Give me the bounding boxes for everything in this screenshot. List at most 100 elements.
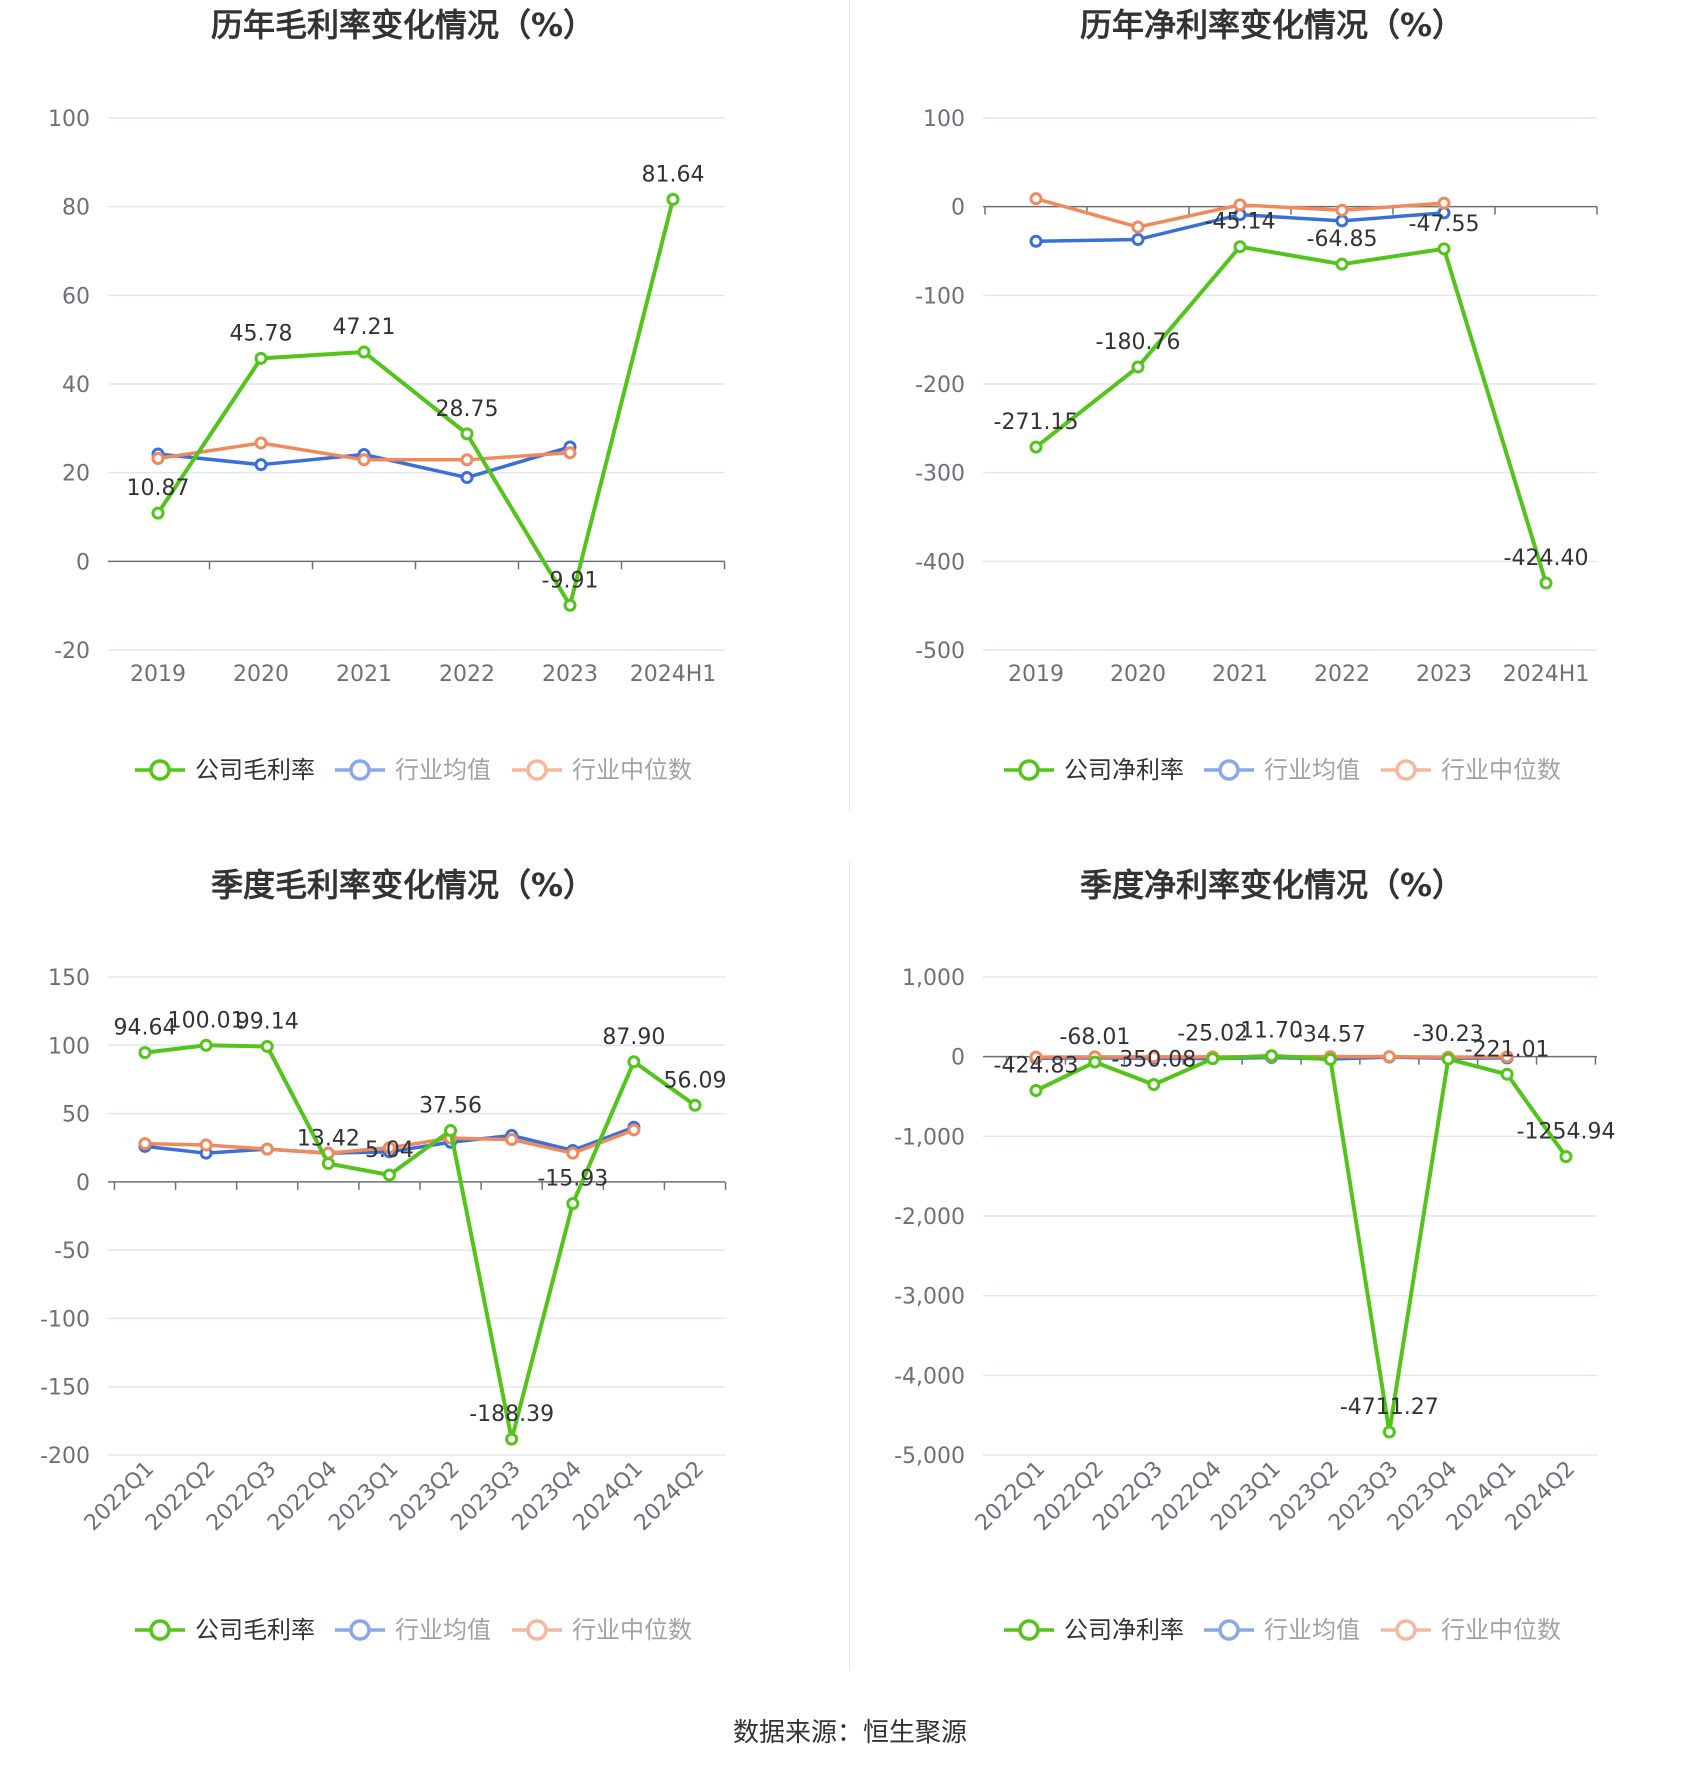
data-point-industry_median (254, 436, 268, 450)
y-tick-label: -1,000 (894, 1125, 965, 1150)
y-tick-label: -500 (915, 639, 965, 664)
legend-label: 公司净利率 (1064, 1616, 1184, 1644)
data-point-industry_median (1147, 1050, 1161, 1064)
data-label: -15.93 (537, 1167, 608, 1192)
vertical-divider-top (849, 0, 850, 810)
data-point-company (460, 427, 474, 441)
data-point-industry_avg (1029, 234, 1043, 248)
data-point-company (151, 506, 165, 520)
data-point-company (688, 1098, 702, 1112)
data-label: -25.02 (1177, 1022, 1248, 1047)
data-point-company (357, 345, 371, 359)
data-point-industry_avg (254, 458, 268, 472)
y-tick-label: -200 (915, 373, 965, 398)
data-label: -30.23 (1413, 1022, 1484, 1047)
data-point-company (1029, 1084, 1043, 1098)
data-point-company (1382, 1425, 1396, 1439)
data-point-company (260, 1039, 274, 1053)
legend-item-industry_avg: 行业均值 (335, 1616, 491, 1644)
y-tick-label: -20 (54, 639, 90, 664)
legend-label: 行业中位数 (1441, 756, 1561, 784)
legend-label: 行业均值 (395, 756, 491, 784)
data-point-company (1265, 1049, 1279, 1063)
x-tick-label: 2023 (1416, 662, 1472, 687)
data-point-company (666, 192, 680, 206)
x-tick-label: 2024H1 (630, 662, 717, 687)
data-label: 45.78 (230, 321, 293, 346)
y-tick-label: 0 (76, 1171, 90, 1196)
data-point-company (1323, 1052, 1337, 1066)
data-point-industry_median (1029, 1050, 1043, 1064)
data-point-industry_median (505, 1133, 519, 1147)
data-point-company (1500, 1067, 1514, 1081)
chart-panel-4: 季度净利率变化情况（%） -5,000 -4,000 -3,000 -2,000 -1,0… (894, 866, 1615, 1644)
x-tick-label: 2023 (542, 662, 598, 687)
data-label: 81.64 (642, 162, 705, 187)
data-point-company (1029, 440, 1043, 454)
data-label: -180.76 (1096, 330, 1181, 355)
data-point-company (563, 598, 577, 612)
chart-title: 季度毛利率变化情况（%） (211, 866, 595, 904)
data-source-note: 数据来源：恒生聚源 (732, 1718, 967, 1748)
x-tick-label: 2019 (1008, 662, 1064, 687)
x-tick-label: 2024H1 (1503, 662, 1590, 687)
data-point-company (444, 1124, 458, 1138)
data-label: 11.70 (1240, 1019, 1303, 1044)
y-tick-label: -4,000 (894, 1364, 965, 1389)
legend-item-company: 公司毛利率 (135, 1616, 315, 1644)
data-label: -221.01 (1465, 1037, 1550, 1062)
data-label: 87.90 (602, 1025, 665, 1050)
data-point-company (505, 1432, 519, 1446)
data-label: 5.04 (365, 1138, 414, 1163)
series-line-company (144, 1043, 697, 1442)
data-point-industry_median (566, 1146, 580, 1160)
chart-title: 季度净利率变化情况（%） (1080, 866, 1464, 904)
data-label: 56.09 (664, 1068, 727, 1093)
y-tick-label: -150 (40, 1376, 90, 1401)
legend-swatch-marker (149, 1619, 171, 1641)
legend-item-industry_avg: 行业均值 (335, 756, 491, 784)
legend-swatch-marker (526, 759, 548, 781)
data-label: -188.39 (469, 1402, 554, 1427)
x-tick-label: 2019 (130, 662, 186, 687)
legend-label: 行业中位数 (572, 1616, 692, 1644)
chart-panel-2: 历年净利率变化情况（%） -500 -400 -300 -200 -100 0 100 2019… (915, 6, 1598, 784)
x-tick-label: 2020 (233, 662, 289, 687)
legend-label: 行业均值 (395, 1616, 491, 1644)
series-line-company (1034, 244, 1548, 584)
y-tick-label: -200 (40, 1444, 90, 1469)
data-point-industry_avg (1335, 214, 1349, 228)
data-label: 37.56 (419, 1094, 482, 1119)
data-label: 10.87 (127, 476, 190, 501)
data-point-industry_median (563, 446, 577, 460)
series-line-company (1035, 1053, 1568, 1434)
data-label: -350.08 (1111, 1048, 1196, 1073)
data-point-industry_median (627, 1123, 641, 1137)
data-label: 100.01 (168, 1008, 245, 1033)
data-point-company (1335, 257, 1349, 271)
x-tick-label: 2021 (1212, 662, 1268, 687)
legend-swatch-marker (149, 759, 171, 781)
data-point-company (566, 1197, 580, 1211)
series-line-company (156, 198, 675, 608)
y-tick-label: 20 (62, 462, 90, 487)
x-tick-label: 2022 (1314, 662, 1370, 687)
legend-label: 行业均值 (1264, 756, 1360, 784)
legend-swatch-marker (1395, 1619, 1417, 1641)
data-point-company (199, 1038, 213, 1052)
data-point-company (1233, 240, 1247, 254)
data-label: 47.21 (333, 315, 396, 340)
data-label: 94.64 (114, 1016, 177, 1041)
data-point-industry_avg (460, 471, 474, 485)
legend-item-company: 公司毛利率 (135, 756, 315, 784)
data-point-industry_median (199, 1138, 213, 1152)
y-tick-label: 0 (76, 550, 90, 575)
data-point-industry_median (1029, 192, 1043, 206)
data-point-company (1539, 576, 1553, 590)
legend-label: 行业中位数 (572, 756, 692, 784)
chart-panel-3: 季度毛利率变化情况（%）-200-150-100-500501001502022… (40, 866, 726, 1644)
y-tick-label: 0 (951, 1046, 965, 1071)
legend-item-company: 公司净利率 (1004, 1616, 1184, 1644)
data-point-company (382, 1168, 396, 1182)
